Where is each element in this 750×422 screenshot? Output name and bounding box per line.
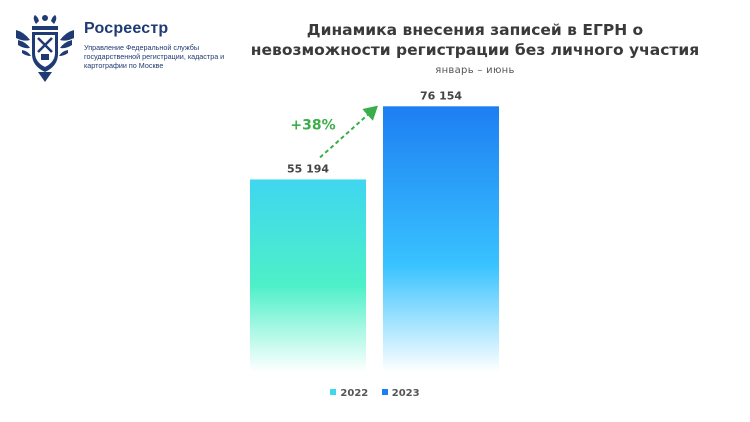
- chart-title: Динамика внесения записей в ЕГРН о невоз…: [250, 21, 700, 59]
- legend-swatch-2023: [381, 389, 388, 395]
- bar-value-label-2022: 55 194: [287, 162, 329, 175]
- growth-arrow: [319, 105, 378, 159]
- bar-value-label-2023: 76 154: [420, 89, 462, 102]
- legend-label-2023: 2023: [391, 388, 420, 399]
- legend-swatch-2022: [330, 389, 337, 395]
- eagle-emblem-icon: [16, 15, 74, 82]
- org-name: Росреестр: [84, 20, 169, 37]
- legend-item-2023: 2023: [381, 388, 420, 399]
- growth-annotation: +38%: [290, 117, 335, 133]
- bar-chart: 55 194 76 154 +38%: [250, 89, 499, 372]
- chart-legend: 2022 2023: [0, 388, 750, 399]
- legend-label-2022: 2022: [340, 388, 369, 399]
- bar-2022: [250, 179, 366, 372]
- bar-2023: [383, 106, 499, 372]
- chart-subtitle: январь – июнь: [435, 65, 515, 76]
- legend-item-2022: 2022: [330, 388, 368, 399]
- org-subtitle: Управление Федеральной службы государств…: [84, 43, 225, 71]
- logo-block: Росреестр Управление Федеральной службы …: [14, 8, 244, 88]
